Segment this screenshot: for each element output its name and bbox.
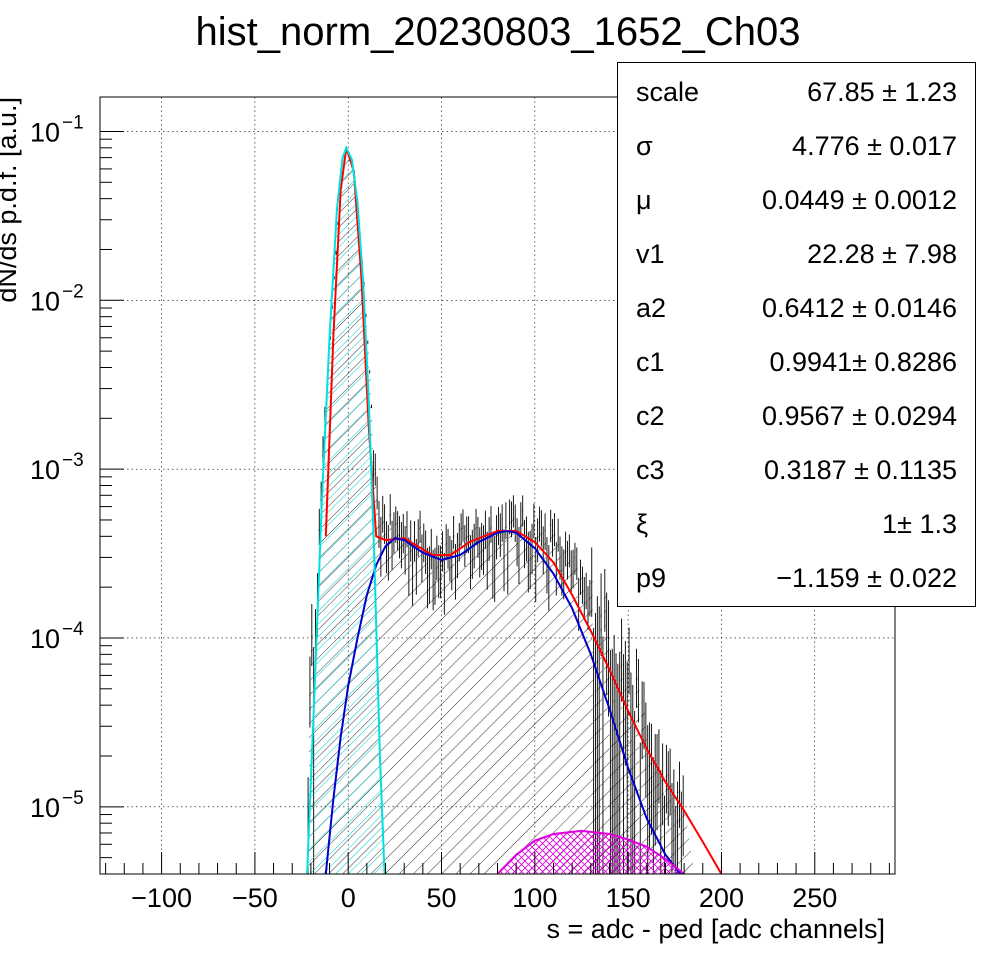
stat-name: c1 (636, 347, 665, 377)
stat-row: c1 0.9941± 0.8286 (618, 335, 975, 389)
stat-value: 0.9567 ± 0.0294 (762, 401, 957, 431)
y-tick-exponent: −2 (62, 281, 84, 302)
x-tick-label: −100 (131, 883, 192, 913)
stat-name: μ (636, 185, 652, 215)
stat-row: p9 −1.159 ± 0.022 (618, 551, 975, 605)
stat-name: p9 (636, 563, 667, 593)
stat-value: 1± 1.3 (882, 509, 957, 539)
second-component-fill (497, 830, 685, 874)
x-tick-label: 200 (699, 883, 744, 913)
y-tick-exponent: −1 (62, 112, 84, 133)
stat-value: 4.776 ± 0.017 (792, 131, 957, 161)
stat-name: scale (636, 77, 700, 107)
x-axis-label: s = adc - ped [adc channels] (547, 914, 885, 944)
stat-row: c3 0.3187 ± 0.1135 (618, 443, 975, 497)
y-tick-label: 10 (30, 624, 60, 654)
axes: −100 −50 0 50 100 150 200 25010−510−410−310−210… (30, 112, 890, 913)
x-tick-label: 0 (341, 883, 356, 913)
y-tick-exponent: −5 (62, 788, 84, 809)
stat-row: v1 22.28 ± 7.98 (618, 227, 975, 281)
y-tick-label: 10 (30, 455, 60, 485)
stat-row: a2 0.6412 ± 0.0146 (618, 281, 975, 335)
x-tick-label: 250 (792, 883, 837, 913)
signal-curve (324, 529, 682, 874)
y-tick-label: 10 (30, 286, 60, 316)
stat-value: 67.85 ± 1.23 (807, 77, 957, 107)
y-tick-exponent: −3 (62, 450, 84, 471)
stat-value: −1.159 ± 0.022 (776, 563, 957, 593)
plot-area (306, 145, 723, 874)
second-component-curve (496, 829, 685, 874)
stat-row: scale 67.85 ± 1.23 (618, 65, 975, 119)
stat-value: 0.6412 ± 0.0146 (762, 293, 957, 323)
stat-name: v1 (636, 239, 665, 269)
x-tick-label: 100 (512, 883, 557, 913)
y-axis-label: dN/ds p.d.f. [a.u.] (0, 97, 22, 303)
stat-value: 0.3187 ± 0.1135 (764, 455, 957, 485)
y-tick-label: 10 (30, 117, 60, 147)
stat-row: σ 4.776 ± 0.017 (618, 119, 975, 173)
stat-value: 22.28 ± 7.98 (807, 239, 957, 269)
stat-row: μ 0.0449 ± 0.0012 (618, 173, 975, 227)
stat-value: 0.9941± 0.8286 (769, 347, 957, 377)
y-tick-exponent: −4 (62, 619, 84, 640)
stat-row: c2 0.9567 ± 0.0294 (618, 389, 975, 443)
chart-title: hist_norm_20230803_1652_Ch03 (195, 10, 801, 54)
x-tick-label: 50 (426, 883, 456, 913)
x-tick-label: 150 (606, 883, 651, 913)
y-tick-label: 10 (30, 793, 60, 823)
stat-name: c2 (636, 401, 665, 431)
stat-name: σ (636, 131, 653, 161)
stat-name: a2 (636, 293, 667, 323)
pedestal-curve (306, 145, 386, 874)
stat-row: ξ 1± 1.3 (618, 497, 975, 551)
stat-value: 0.0449 ± 0.0012 (762, 185, 957, 215)
fit-stats-box: scale 67.85 ± 1.23 σ 4.776 ± 0.017 μ 0.0449 ±… (617, 62, 976, 607)
stat-name: c3 (636, 455, 665, 485)
x-tick-label: −50 (232, 883, 278, 913)
stat-name: ξ (636, 509, 649, 539)
